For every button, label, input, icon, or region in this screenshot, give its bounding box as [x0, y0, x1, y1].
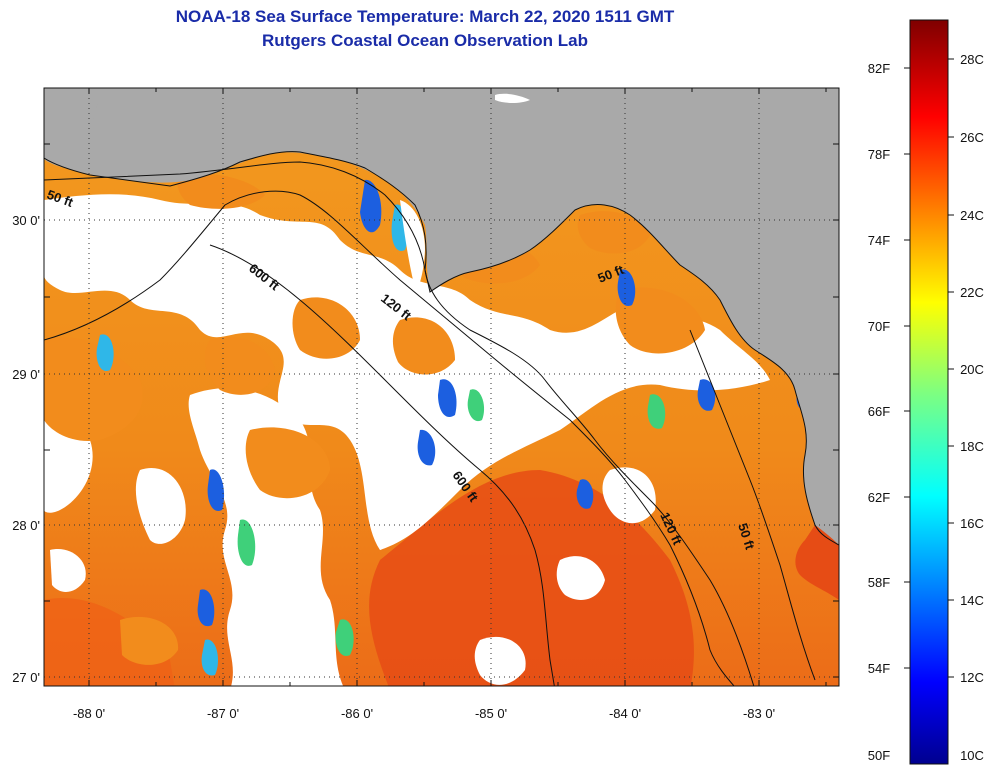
hot-water-region	[369, 470, 694, 686]
lon-tick-label: -83 0'	[743, 706, 775, 721]
lon-tick-label: -88 0'	[73, 706, 105, 721]
cool-water-patches	[96, 179, 809, 676]
bay	[400, 200, 425, 292]
map-frame	[43, 87, 840, 687]
colorbar-f-label: 70F	[868, 319, 890, 334]
colorbar-f-label: 66F	[868, 404, 890, 419]
colorbar-f-label: 78F	[868, 147, 890, 162]
lon-tick-label: -85 0'	[475, 706, 507, 721]
colorbar-c-label: 16C	[960, 516, 984, 531]
color-bar-gradient	[909, 19, 949, 765]
island	[495, 93, 530, 103]
land-mass	[44, 88, 100, 160]
map-title: NOAA-18 Sea Surface Temperature: March 2…	[175, 7, 675, 26]
lon-tick-label: -84 0'	[609, 706, 641, 721]
lat-tick-label: 29 0'	[12, 367, 40, 382]
colorbar-f-label: 54F	[868, 661, 890, 676]
colorbar-c-label: 20C	[960, 362, 984, 377]
colorbar-c-label: 22C	[960, 285, 984, 300]
land-mass	[44, 88, 839, 545]
colorbar-c-label: 26C	[960, 130, 984, 145]
colorbar-f-label: 50F	[868, 748, 890, 763]
lat-tick-label: 30 0'	[12, 213, 40, 228]
lat-tick-label: 27 0'	[12, 670, 40, 685]
bay	[795, 525, 839, 600]
map-subtitle: Rutgers Coastal Ocean Observation Lab	[262, 31, 588, 50]
colorbar-c-label: 14C	[960, 593, 984, 608]
colorbar-c-label: 18C	[960, 439, 984, 454]
colorbar-f-label: 74F	[868, 233, 890, 248]
colorbar-c-label: 24C	[960, 208, 984, 223]
colorbar-c-label: 28C	[960, 52, 984, 67]
bathymetry-contours	[44, 161, 816, 686]
tick-marks	[44, 88, 839, 686]
color-bar: 82F 78F 74F 70F 66F 62F 58F 54F 50F 28C …	[868, 19, 984, 765]
colorbar-f-label: 62F	[868, 490, 890, 505]
lon-tick-label: -86 0'	[341, 706, 373, 721]
colorbar-f-label: 58F	[868, 575, 890, 590]
lat-tick-label: 28 0'	[12, 518, 40, 533]
coastline	[44, 151, 839, 546]
colorbar-c-label: 12C	[960, 670, 984, 685]
colorbar-c-label: 10C	[960, 748, 984, 763]
lon-tick-label: -87 0'	[207, 706, 239, 721]
colorbar-f-label: 82F	[868, 61, 890, 76]
